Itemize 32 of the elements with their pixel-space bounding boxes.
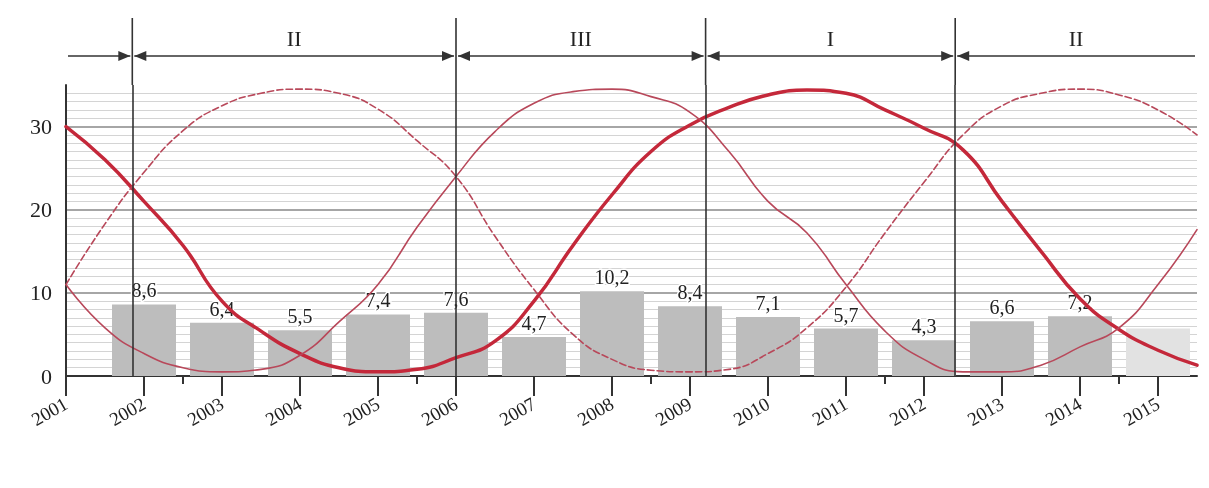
x-tick-label: 2009 <box>651 392 696 431</box>
data-label: 10,2 <box>594 266 630 289</box>
x-tick-label: 2007 <box>495 392 540 431</box>
data-label: 4,3 <box>911 315 937 338</box>
x-tick-label: 2011 <box>808 392 852 430</box>
data-label: 5,7 <box>833 303 859 326</box>
text: II <box>1068 25 1084 51</box>
data-label: 5,5 <box>287 305 313 328</box>
text: II <box>286 25 302 51</box>
y-tick-label: 10 <box>30 280 52 306</box>
x-tick-label: 2010 <box>729 392 774 431</box>
x-tick-label: 2008 <box>573 392 618 431</box>
data-label: 7,1 <box>755 291 781 314</box>
x-tick-label: 2005 <box>339 392 384 431</box>
x-tick-label: 2001 <box>27 392 72 431</box>
y-tick-label: 20 <box>30 197 52 223</box>
x-tick-label: 2012 <box>885 392 930 431</box>
x-tick-label: 2015 <box>1119 392 1164 431</box>
x-tick-label: 2002 <box>105 392 150 431</box>
text: I <box>826 25 835 51</box>
x-tick-label: 2014 <box>1041 392 1086 431</box>
x-tick-label: 2006 <box>417 392 462 431</box>
data-label: 7,4 <box>365 289 391 312</box>
x-tick-label: 2003 <box>183 392 228 431</box>
x-tick-label: 2004 <box>261 392 306 431</box>
data-label: 4,7 <box>521 311 547 334</box>
y-tick-label: 30 <box>30 114 52 140</box>
text: III <box>569 25 592 51</box>
x-tick-label: 2013 <box>963 392 1008 431</box>
y-tick-label: 0 <box>41 363 52 389</box>
data-label: 6,6 <box>989 296 1015 319</box>
data-label: 8,4 <box>677 281 703 304</box>
